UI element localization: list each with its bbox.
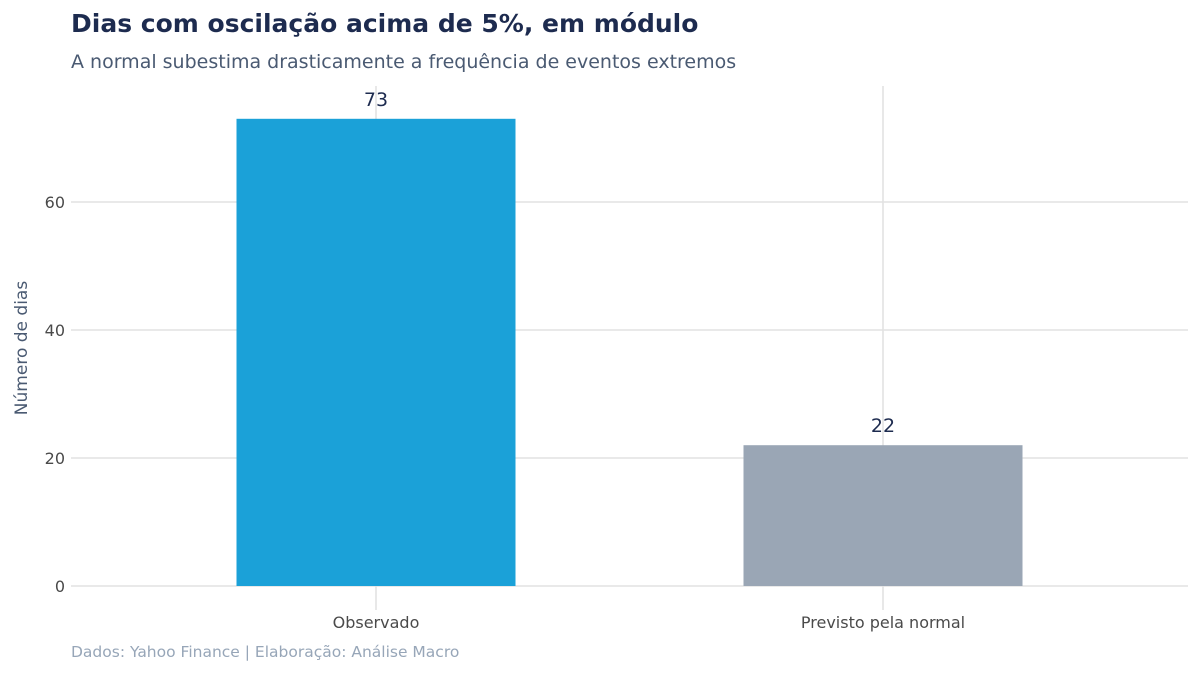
bar-value-label: 22 xyxy=(871,415,895,437)
y-axis-label: Número de dias xyxy=(12,281,32,416)
bar-previsto xyxy=(743,445,1023,586)
bar-value-label: 73 xyxy=(364,89,388,111)
y-tick-label: 40 xyxy=(45,321,65,340)
chart-subtitle: A normal subestima drasticamente a frequ… xyxy=(71,51,737,73)
source-note: Dados: Yahoo Finance | Elaboração: Análi… xyxy=(71,643,460,661)
y-tick-label: 60 xyxy=(45,193,65,212)
x-tick-label: Previsto pela normal xyxy=(801,613,965,632)
x-tick-label: Observado xyxy=(333,613,420,632)
chart-title: Dias com oscilação acima de 5%, em módul… xyxy=(71,9,699,38)
y-tick-label: 20 xyxy=(45,449,65,468)
bar-observado xyxy=(236,118,516,587)
bars-layer xyxy=(236,118,1023,587)
y-tick-label: 0 xyxy=(55,577,65,596)
labels-layer: 0 20 40 60 73 Observado 22 Previsto pela normal xyxy=(45,89,965,632)
